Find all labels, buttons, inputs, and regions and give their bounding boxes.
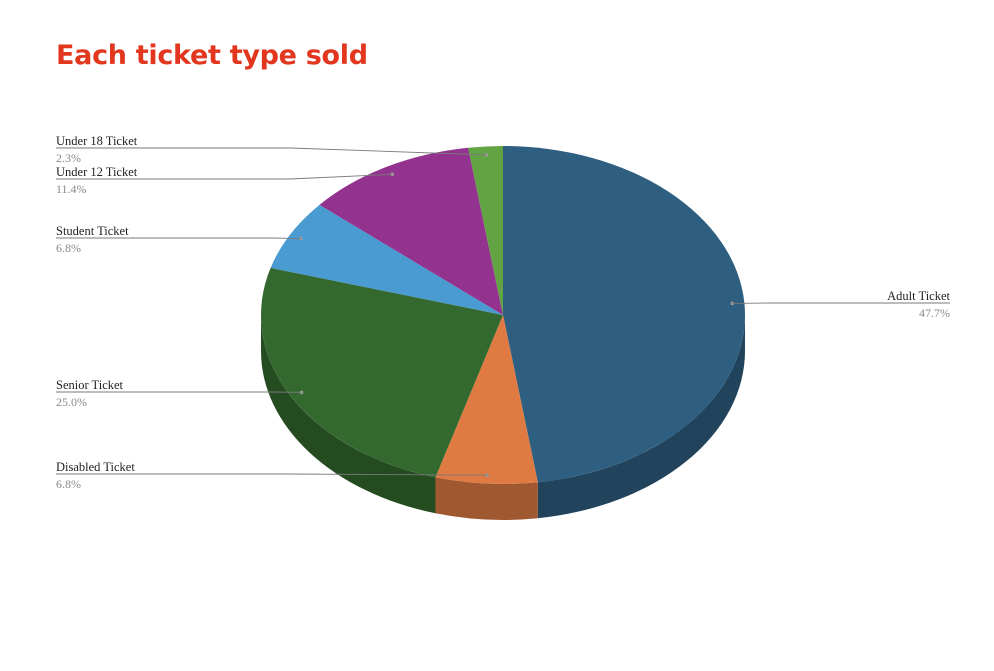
slice-percent-5: 2.3%	[56, 151, 81, 165]
slice-label-1: Disabled Ticket	[56, 460, 135, 474]
slice-label-3: Student Ticket	[56, 224, 129, 238]
slice-3	[270, 204, 503, 315]
slice-label-4: Under 12 Ticket	[56, 165, 138, 179]
slice-side-0	[537, 315, 745, 519]
pie-label-layer: Adult Ticket 47.7% Disabled Ticket 6.8% Seni…	[56, 134, 951, 491]
slice-0	[503, 146, 746, 483]
leader-line-3	[56, 237, 301, 239]
slice-1	[435, 315, 538, 485]
slice-percent-3: 6.8%	[56, 241, 81, 255]
slice-side-2	[261, 315, 436, 514]
pie-depth-layer	[261, 315, 745, 520]
slice-label-2: Senior Ticket	[56, 378, 124, 392]
slice-4	[319, 147, 503, 315]
slice-2	[260, 267, 503, 478]
slice-label-0: Adult Ticket	[887, 289, 950, 303]
slice-percent-2: 25.0%	[56, 395, 87, 409]
leader-dot-2	[299, 390, 304, 395]
leader-line-4	[56, 173, 393, 180]
slice-5	[468, 146, 503, 315]
pie-top-layer	[260, 146, 746, 485]
slice-percent-4: 11.4%	[56, 182, 87, 196]
leader-line-5	[56, 147, 487, 156]
chart-title: Each ticket type sold	[56, 40, 368, 71]
slice-percent-0: 47.7%	[919, 306, 950, 320]
leader-dot-4	[390, 172, 395, 177]
leader-dot-3	[299, 236, 303, 241]
leader-line-1	[56, 473, 488, 476]
slice-percent-1: 6.8%	[56, 477, 81, 491]
slice-label-5: Under 18 Ticket	[56, 134, 138, 148]
slice-side-1	[435, 477, 538, 520]
